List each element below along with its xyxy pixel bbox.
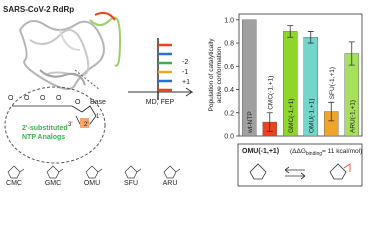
atom: O <box>40 95 46 102</box>
y-axis-label: Population of catalytically <box>208 38 215 112</box>
analog-label: NTP Analogs <box>22 134 65 141</box>
y-tick-label: 0.2 <box>224 110 234 117</box>
zoom-circle <box>4 86 106 164</box>
atom: O <box>24 95 30 102</box>
inset-sketch <box>249 163 351 180</box>
category-label: SFU(-1,+1) <box>329 67 336 99</box>
category-label: ARU(-1,+1) <box>349 100 356 133</box>
y-tick-label: 1.0 <box>224 17 234 24</box>
molecule-name: OMU <box>84 180 100 187</box>
atom: 1' <box>96 114 100 120</box>
energy-text: = 11 kcal/mol) <box>322 148 362 155</box>
bar <box>242 19 257 137</box>
molecule-sketches <box>7 165 181 179</box>
atom: O <box>56 95 62 102</box>
error-bar <box>348 41 355 66</box>
rna-position: -1 <box>182 69 188 76</box>
rna-sketch <box>157 38 172 100</box>
plot-frame <box>238 13 363 137</box>
error-bar <box>328 101 335 122</box>
zoom-line <box>74 69 101 91</box>
atom: 2' <box>84 122 88 128</box>
y-tick-label: 0.0 <box>224 134 234 141</box>
energy-subscript: binding <box>306 151 322 157</box>
protein-title: SARS-CoV-2 RdRp <box>3 5 74 14</box>
ntp-structure <box>12 105 97 128</box>
category-label: CMC(-1,+1) <box>267 76 274 110</box>
inset-title: OMU(-1,+1) <box>242 148 279 155</box>
error-bar <box>307 31 314 44</box>
molecule-name: GMC <box>45 180 61 187</box>
molecule-name: SFU <box>124 180 138 187</box>
y-tick-label: 0.4 <box>224 87 234 94</box>
atom: O <box>75 99 81 106</box>
analog-label: 2'-substituted <box>22 125 68 132</box>
rna-position: +1 <box>182 79 190 86</box>
category-label: wt-NTP <box>247 111 254 134</box>
y-tick-label: 0.8 <box>224 41 234 48</box>
atom: O <box>8 95 14 102</box>
category-label: GMC(-1,+1) <box>288 99 295 134</box>
energy-text: (ΔΔG <box>290 148 306 155</box>
error-bar <box>266 112 273 132</box>
category-label: OMU(-1,+1) <box>308 99 315 134</box>
atom: Base <box>90 99 106 106</box>
arrow <box>128 87 194 97</box>
y-axis-label: active conformation <box>216 46 223 103</box>
molecule-name: ARU <box>163 180 178 187</box>
molecule-name: CMC <box>6 180 22 187</box>
graphical-abstract: SARS-CoV-2 RdRp O O O O O Base 1' 2' 3' … <box>3 5 363 187</box>
inset-energy: (ΔΔGbinding= 11 kcal/mol) <box>290 148 362 157</box>
atom: 3' <box>68 122 72 128</box>
method-label: MD, FEP <box>146 99 175 106</box>
inset-box <box>237 143 363 187</box>
y-tick-label: 0.6 <box>224 64 234 71</box>
error-bar <box>287 25 294 38</box>
rna-position: -2 <box>182 59 188 66</box>
protein-ribbon <box>18 11 122 90</box>
